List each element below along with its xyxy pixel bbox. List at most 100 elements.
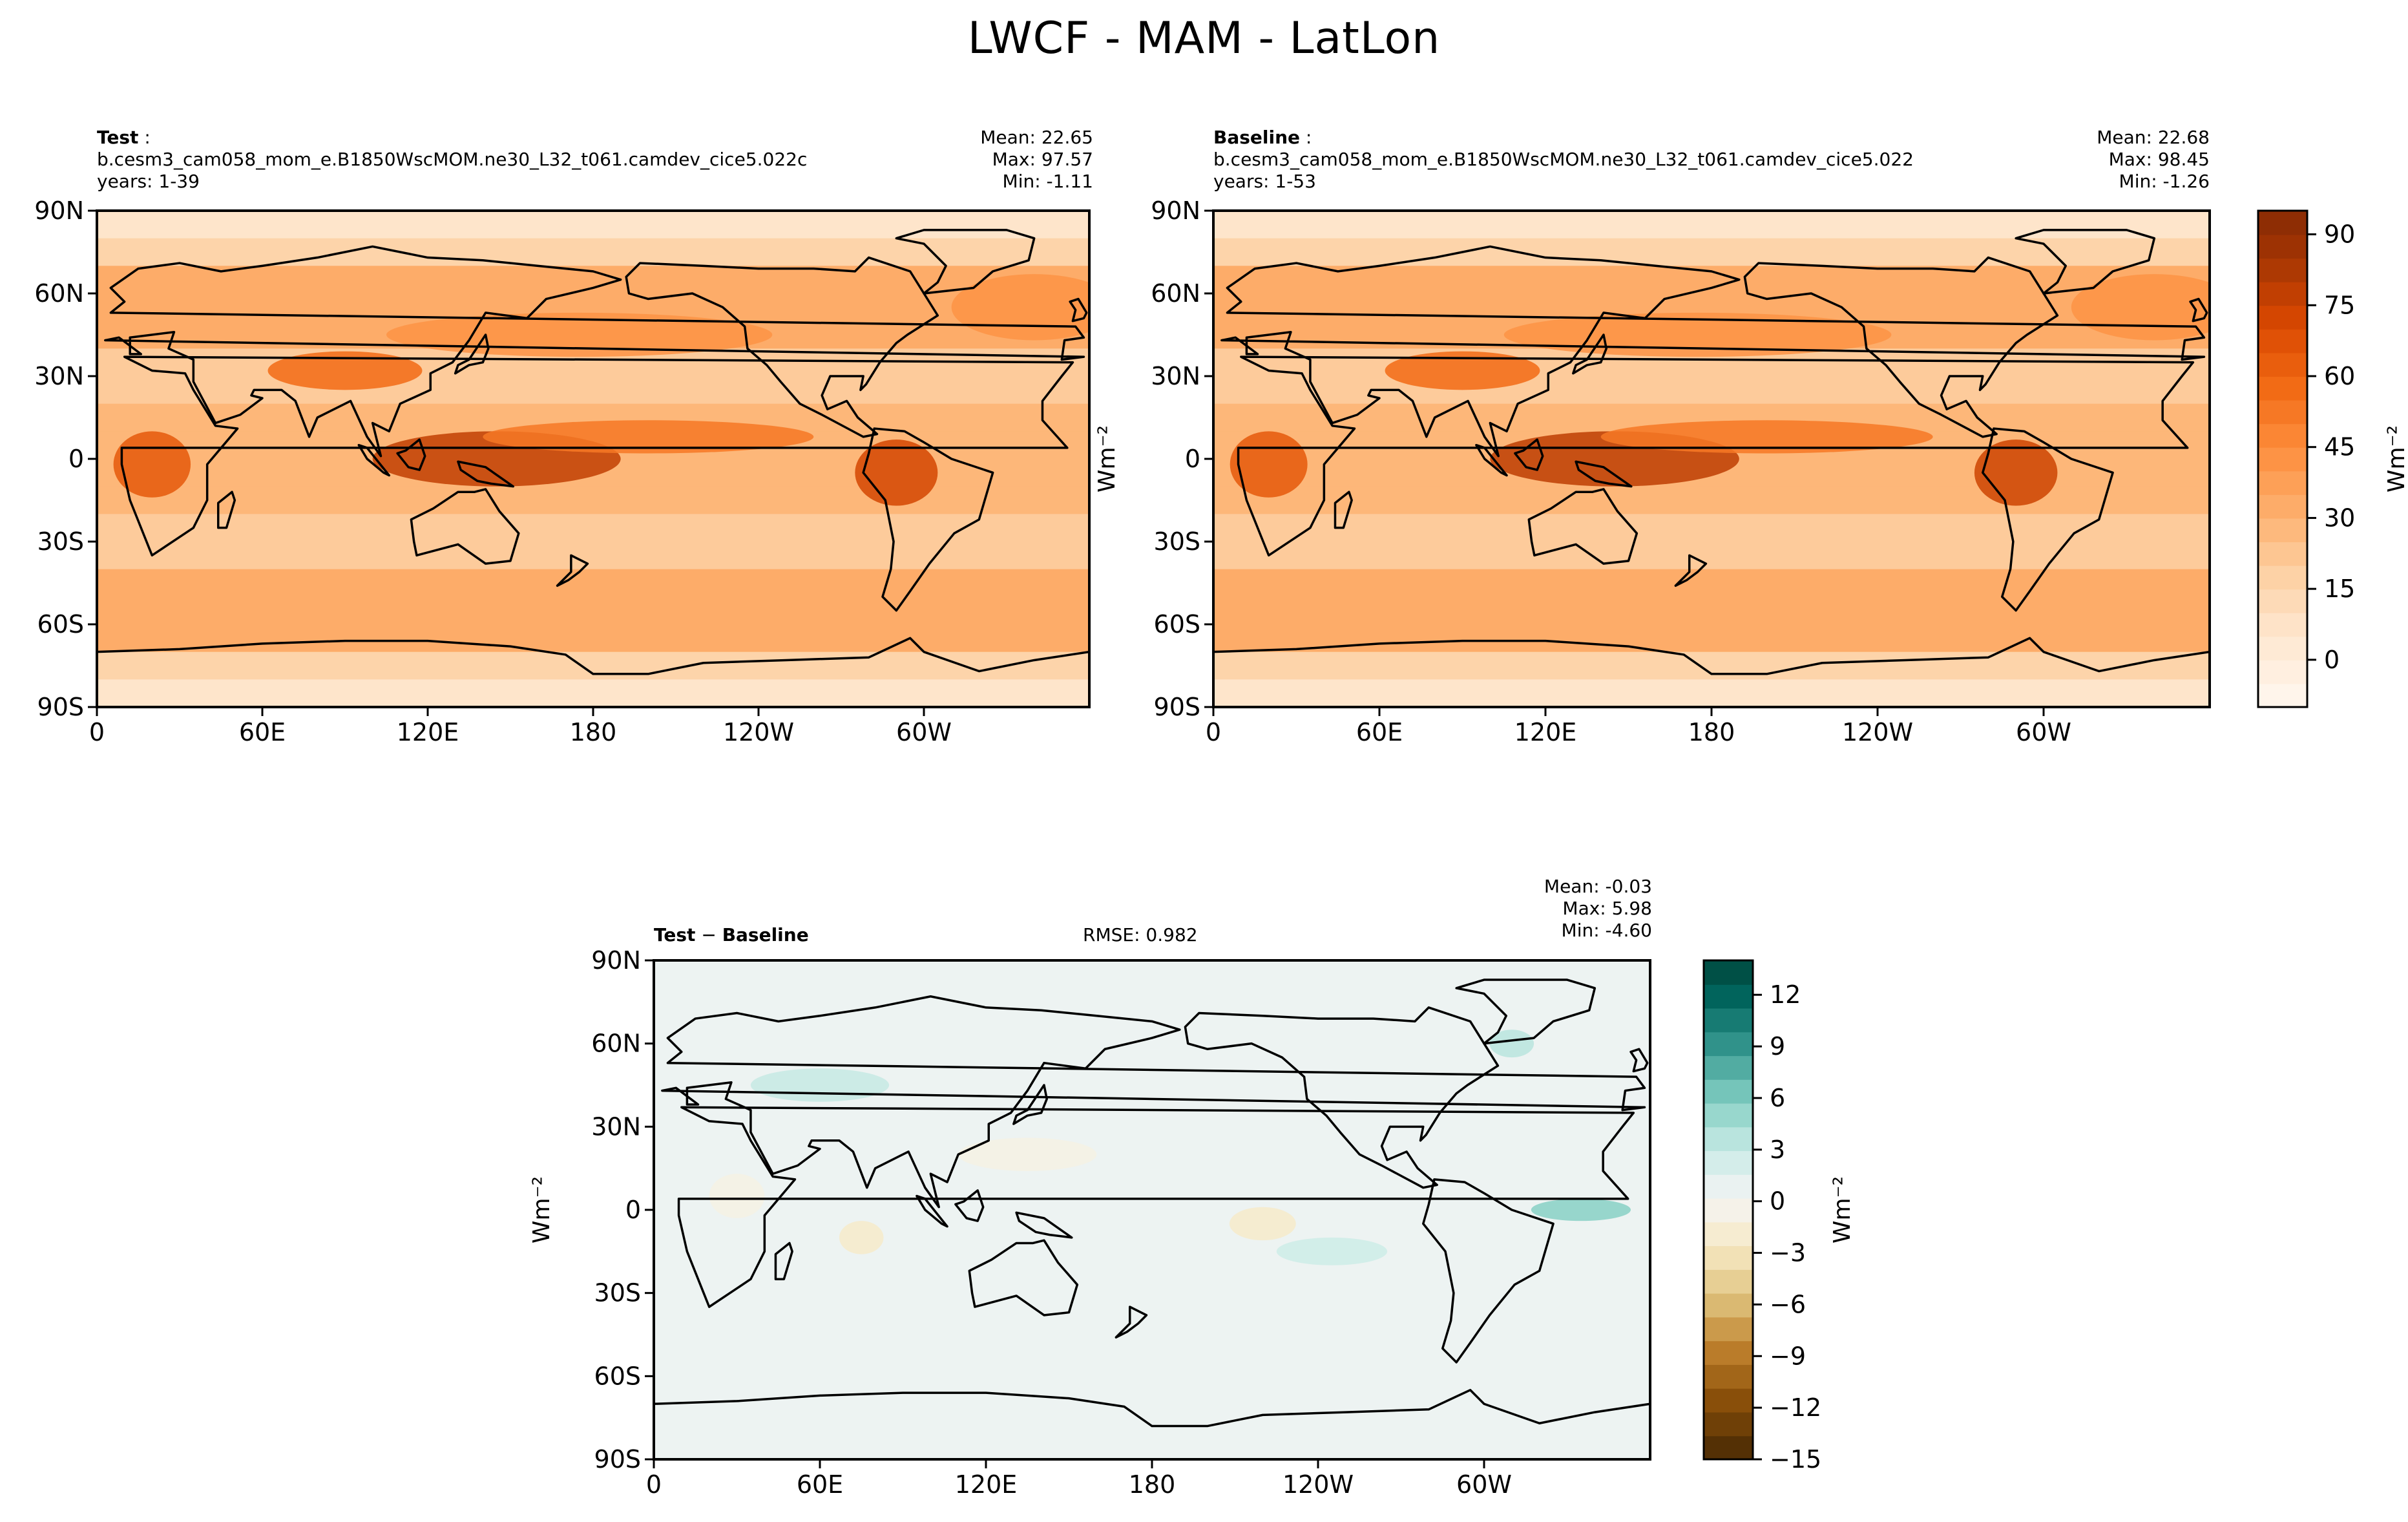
map0-lat-band bbox=[97, 651, 1089, 681]
colorbar2-tick-label: 3 bbox=[1770, 1136, 1785, 1164]
colorbar2-segment bbox=[1704, 1055, 1753, 1080]
map2-lat-band bbox=[654, 1210, 1650, 1238]
map1-lat-band bbox=[1213, 624, 2210, 653]
colorbar2-segment bbox=[1704, 1293, 1753, 1318]
colorbar1-segment bbox=[2258, 234, 2307, 259]
colorbar2-tick-label: 0 bbox=[1770, 1187, 1785, 1216]
map2-anomaly-blob bbox=[750, 1068, 890, 1102]
map1-coastline-borneo bbox=[1514, 438, 1544, 471]
colorbar2-segment bbox=[1704, 1126, 1753, 1152]
colorbar2-segment bbox=[1704, 1269, 1753, 1294]
diff-rmse: RMSE: 0.982 bbox=[1083, 924, 1198, 946]
diff-mean: Mean: -0.03 bbox=[1544, 876, 1652, 897]
map2-coastline-australia bbox=[968, 1239, 1079, 1316]
map2-anomaly-blob bbox=[1531, 1198, 1631, 1221]
map1-lat-band bbox=[1213, 651, 2210, 681]
map2-lat-band bbox=[654, 1404, 1650, 1433]
map2-xtick-label: 180 bbox=[1129, 1470, 1176, 1499]
colorbar2-label: Wm⁻² bbox=[1829, 1176, 1856, 1243]
map0-coastline-eurasia bbox=[104, 245, 1085, 458]
map2-lat-band bbox=[654, 1348, 1650, 1377]
map0-ytick-label: 90S bbox=[37, 693, 84, 721]
map2-lat-band bbox=[654, 988, 1650, 1017]
map1-ytick-label: 60S bbox=[1154, 610, 1200, 639]
colorbar2-tick-label: 12 bbox=[1770, 980, 1801, 1009]
map0-lat-band bbox=[97, 597, 1089, 625]
map1-coastline-madagascar bbox=[1334, 491, 1353, 529]
map1-coastline-antarctica bbox=[1213, 637, 2210, 707]
diff-min: Min: -4.60 bbox=[1561, 920, 1652, 941]
map2-lat-band bbox=[654, 1265, 1650, 1294]
diff-label-baseline: Baseline bbox=[722, 924, 809, 946]
map0-coastline-newguinea bbox=[457, 460, 515, 488]
map1-anomaly-blob bbox=[1385, 351, 1540, 390]
colorbar2-tick-label: −6 bbox=[1770, 1290, 1806, 1318]
map0-xtick-label: 180 bbox=[570, 718, 617, 746]
map1-xtick-label: 120E bbox=[1514, 718, 1577, 746]
map1-ytick-label: 60N bbox=[1151, 279, 1200, 308]
map1-xtick-label: 60W bbox=[2016, 718, 2071, 746]
map1-ytick-label: 90S bbox=[1154, 693, 1200, 721]
map1-coastline-greenland bbox=[2015, 229, 2156, 295]
map1-lat-band bbox=[1213, 376, 2210, 405]
test-min: Min: -1.11 bbox=[1002, 171, 1093, 192]
colorbar1-segment bbox=[2258, 494, 2307, 519]
map1-anomaly-blob bbox=[2071, 274, 2210, 341]
map1-coastline-newguinea bbox=[1575, 460, 1633, 488]
map0-xtick-label: 120W bbox=[723, 718, 794, 746]
map0-lat-band bbox=[97, 514, 1089, 542]
map1-coastline-newzealand bbox=[1674, 554, 1708, 587]
map2-lat-band bbox=[654, 1182, 1650, 1210]
map0-ytick-label: 90N bbox=[34, 196, 84, 225]
map2-anomaly-blob bbox=[839, 1221, 884, 1254]
map2-coastline-madagascar bbox=[774, 1242, 793, 1280]
map1-coastline-africa bbox=[1237, 355, 2195, 557]
map0-lat-band bbox=[97, 569, 1089, 598]
map2-coastline-sumatra bbox=[916, 1194, 948, 1228]
colorbar1-segment bbox=[2258, 659, 2307, 684]
map2-anomaly-blob bbox=[1229, 1207, 1296, 1241]
map0-lat-band bbox=[97, 238, 1089, 267]
map2-lat-band bbox=[654, 1376, 1650, 1405]
map0-anomaly-blob bbox=[855, 439, 938, 506]
map0-coastline-japan bbox=[454, 333, 490, 375]
map0-anomaly-blob bbox=[267, 351, 423, 390]
diff-max: Max: 5.98 bbox=[1562, 898, 1652, 919]
colorbar1-segment bbox=[2258, 211, 2307, 235]
map2-xtick-label: 0 bbox=[646, 1470, 662, 1499]
colorbar2-frame bbox=[1702, 959, 1754, 1461]
map0-anomaly-blob bbox=[483, 420, 814, 454]
map2-coastline-newzealand bbox=[1115, 1305, 1148, 1339]
figure-title: LWCF - MAM - LatLon bbox=[967, 13, 1441, 64]
map0-ytick-label: 60S bbox=[37, 610, 84, 639]
map2-coastline-greenland bbox=[1455, 978, 1597, 1045]
colorbar1-segment bbox=[2258, 683, 2307, 708]
map0-coastline-borneo bbox=[396, 438, 426, 471]
map0-coastline-africa bbox=[120, 355, 1074, 557]
colorbar2-tick-label: −3 bbox=[1770, 1239, 1806, 1267]
colorbar1-segment bbox=[2258, 612, 2307, 637]
map1-field bbox=[1213, 211, 2210, 707]
map1-lat-band bbox=[1213, 514, 2210, 542]
colorbar2-segment bbox=[1704, 1008, 1753, 1033]
test-max: Max: 97.57 bbox=[992, 149, 1093, 170]
map1-ytick-label: 30S bbox=[1154, 527, 1200, 556]
colorbar2-segment bbox=[1704, 1411, 1753, 1437]
map0-field bbox=[97, 211, 1089, 707]
map0-ytick-label: 0 bbox=[68, 445, 84, 473]
map2-lat-band bbox=[654, 1154, 1650, 1183]
colorbar1-segment bbox=[2258, 589, 2307, 613]
test-ylabel: Wm⁻² bbox=[1094, 425, 1120, 492]
map2-field bbox=[654, 960, 1650, 1459]
colorbar1-tick-label: 15 bbox=[2324, 575, 2355, 603]
colorbar1-tick-label: 0 bbox=[2324, 646, 2340, 674]
colorbar2-segment bbox=[1704, 1198, 1753, 1223]
baseline-max: Max: 98.45 bbox=[2108, 149, 2210, 170]
map2-lat-band bbox=[654, 1237, 1650, 1266]
baseline-mean: Mean: 22.68 bbox=[2097, 127, 2210, 148]
baseline-case-name: b.cesm3_cam058_mom_e.B1850WscMOM.ne30_L3… bbox=[1213, 149, 1914, 170]
colorbar1-segment bbox=[2258, 258, 2307, 282]
map0-lat-band bbox=[97, 266, 1089, 294]
map0-ytick-label: 60N bbox=[34, 279, 84, 308]
map1-lat-band bbox=[1213, 486, 2210, 515]
